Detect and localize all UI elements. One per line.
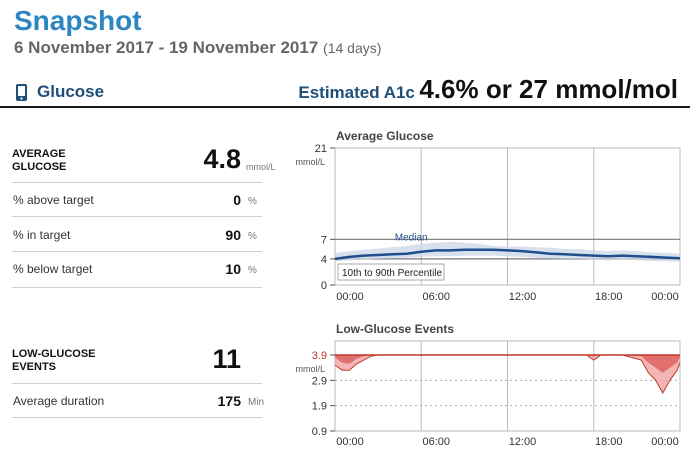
y-tick-label: 21 bbox=[315, 143, 327, 155]
above-target-value: 0 bbox=[233, 192, 241, 208]
estimated-a1c: Estimated A1c 4.6% or 27 mmol/mol bbox=[298, 74, 678, 109]
average-duration-unit: Min bbox=[248, 397, 265, 408]
x-tick-label: 12:00 bbox=[509, 291, 537, 303]
below-target-unit: % bbox=[248, 265, 257, 276]
divider bbox=[12, 216, 262, 217]
section-title-glucose: Glucose bbox=[37, 82, 105, 101]
below-target-value: 10 bbox=[225, 261, 241, 277]
above-target-unit: % bbox=[248, 196, 257, 207]
low-median-area bbox=[335, 355, 680, 373]
average-duration-label: Average duration bbox=[13, 394, 105, 408]
x-tick-label: 12:00 bbox=[509, 436, 537, 448]
x-tick-label: 00:00 bbox=[336, 291, 364, 303]
divider bbox=[12, 383, 262, 384]
header-divider bbox=[0, 106, 690, 108]
y-axis-unit: mmol/L bbox=[295, 364, 325, 374]
low-glucose-chart-title: Low-Glucose Events bbox=[336, 322, 455, 336]
y-tick-label: 3.9 bbox=[312, 350, 327, 362]
a1c-label: Estimated A1c bbox=[298, 83, 415, 102]
median-line bbox=[334, 248, 681, 261]
average-glucose-unit: mmol/L bbox=[246, 162, 276, 172]
day-count: (14 days) bbox=[323, 40, 382, 56]
y-tick-label: 0 bbox=[321, 280, 327, 292]
above-target-label: % above target bbox=[13, 193, 94, 207]
band-label-box bbox=[337, 263, 445, 281]
average-glucose-label: AVERAGE GLUCOSE bbox=[12, 148, 67, 173]
divider bbox=[12, 182, 262, 183]
date-range: 6 November 2017 - 19 November 2017 (14 d… bbox=[14, 38, 381, 58]
y-tick-label: 7 bbox=[321, 234, 327, 246]
y-tick-label: 0.9 bbox=[312, 426, 327, 438]
y-axis-unit: mmol/L bbox=[295, 157, 325, 167]
date-range-text: 6 November 2017 - 19 November 2017 bbox=[14, 38, 319, 57]
in-target-unit: % bbox=[248, 231, 257, 242]
x-tick-label: 00:00 bbox=[651, 291, 679, 303]
x-tick-label: 06:00 bbox=[422, 436, 450, 448]
in-target-value: 90 bbox=[225, 227, 241, 243]
average-glucose-value: 4.8 bbox=[203, 144, 241, 174]
y-tick-label: 1.9 bbox=[312, 401, 327, 413]
low-glucose-events-label: LOW-GLUCOSE EVENTS bbox=[12, 348, 96, 373]
y-tick-label: 2.9 bbox=[312, 375, 327, 387]
a1c-value: 4.6% or 27 mmol/mol bbox=[419, 74, 678, 104]
band-label: 10th to 90th Percentile bbox=[342, 268, 443, 279]
median-label: Median bbox=[395, 232, 428, 243]
page-title: Snapshot bbox=[14, 5, 142, 36]
below-target-label: % below target bbox=[13, 262, 93, 276]
phone-icon bbox=[14, 83, 30, 108]
y-tick-label: 4 bbox=[321, 254, 327, 266]
x-tick-label: 00:00 bbox=[336, 436, 364, 448]
x-tick-label: 00:00 bbox=[651, 436, 679, 448]
low-glucose-events-value: 11 bbox=[212, 344, 241, 374]
in-target-label: % in target bbox=[13, 228, 71, 242]
divider bbox=[12, 287, 262, 288]
divider bbox=[12, 417, 262, 418]
average-glucose-chart-title: Average Glucose bbox=[336, 129, 434, 143]
divider bbox=[12, 251, 262, 252]
average-duration-value: 175 bbox=[217, 393, 241, 409]
x-tick-label: 18:00 bbox=[595, 291, 623, 303]
x-tick-label: 06:00 bbox=[422, 291, 450, 303]
x-tick-label: 18:00 bbox=[595, 436, 623, 448]
